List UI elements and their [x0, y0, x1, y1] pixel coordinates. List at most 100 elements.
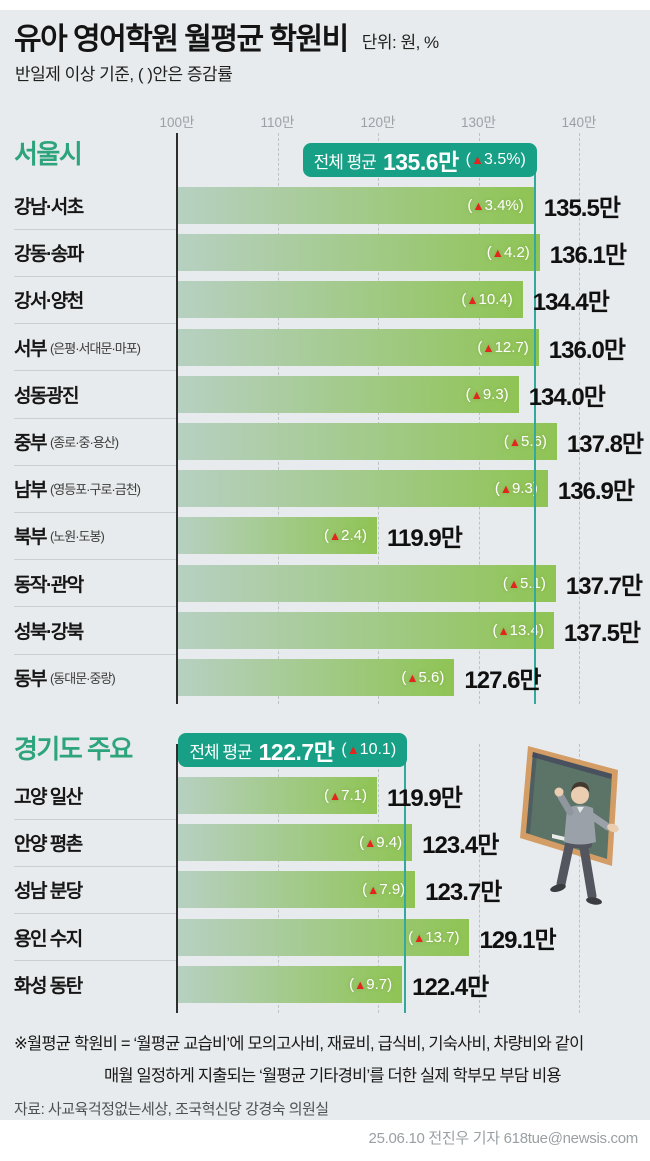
average-badge-value: 135.6만: [382, 149, 459, 175]
row-label: 동부 (동대문·중랑): [14, 659, 116, 696]
average-badge-label: 전체 평균: [189, 742, 252, 762]
bar-pct-label: (▲9.4): [359, 834, 403, 852]
region-name: 성남 분당: [14, 881, 83, 903]
row-label: 고양 일산: [14, 777, 83, 814]
row-separator: [14, 865, 177, 867]
region-name: 남부: [14, 480, 47, 502]
row-label: 서부 (은평·서대문·마포): [14, 329, 141, 366]
bar: (▲10.4): [177, 281, 523, 319]
average-badge-label: 전체 평균: [313, 152, 377, 172]
up-triangle-icon: ▲: [466, 293, 479, 308]
row-separator: [14, 417, 177, 419]
up-triangle-icon: ▲: [482, 340, 495, 355]
bar-pct-label: (▲9.3): [465, 385, 509, 403]
region-name: 강남·서초: [14, 197, 84, 218]
bar-pct-label: (▲5.1): [502, 574, 546, 592]
up-triangle-icon: ▲: [471, 152, 484, 167]
region-sublabel: (동대문·중랑): [49, 671, 116, 686]
bar: (▲4.2): [177, 234, 540, 272]
row-separator: [14, 960, 177, 962]
x-axis-tick-label: 100만: [159, 115, 195, 130]
row-separator: [14, 275, 177, 277]
gridline: [378, 133, 379, 704]
row-separator: [14, 559, 177, 561]
bar-pct-label: (▲7.1): [323, 787, 367, 804]
up-triangle-icon: ▲: [470, 387, 483, 402]
x-axis-tick-label: 110만: [260, 115, 295, 130]
teacher-head: [571, 786, 589, 804]
section-title: 경기도 주요: [14, 734, 133, 764]
bar: (▲13.7): [177, 918, 470, 956]
average-badge: 전체 평균 122.7만 (▲10.1): [178, 733, 408, 767]
average-badge-pct: (▲3.5%): [465, 151, 526, 168]
page-title: 유아 영어학원 월평균 학원비: [14, 23, 349, 56]
row-label: 용인 수지: [14, 919, 83, 956]
up-triangle-icon: ▲: [499, 482, 512, 497]
region-sublabel: (은평·서대문·마포): [49, 340, 141, 356]
row-label: 성북·강북: [14, 612, 84, 649]
bar: (▲5.6): [177, 423, 557, 460]
y-axis-line: [176, 744, 178, 1013]
bar-pct-label: (▲4.2): [486, 244, 530, 262]
average-line: [533, 147, 536, 704]
region-name: 중부: [14, 433, 47, 454]
region-sublabel: (종로·중·용산): [49, 435, 119, 450]
row-separator: [14, 464, 177, 466]
bar-value-label: 123.4만: [422, 832, 499, 860]
bar-value-label: 127.6만: [464, 667, 541, 694]
region-name: 화성 동탄: [14, 975, 83, 997]
gridline: [277, 133, 279, 704]
region-name: 용인 수지: [14, 928, 83, 950]
row-label: 북부 (노원·도봉): [14, 517, 105, 554]
region-name: 서부: [14, 338, 47, 360]
gridline: [579, 133, 580, 704]
bar-value-label: 136.1만: [549, 242, 627, 270]
row-separator: [14, 606, 177, 608]
bar: (▲7.9): [177, 871, 416, 909]
region-sublabel: (영등포·구로·금천): [49, 482, 141, 498]
row-label: 강서·양천: [14, 281, 84, 318]
row-label: 화성 동탄: [14, 966, 83, 1003]
subtitle: 반일제 이상 기준, ( )안은 증감률: [15, 65, 233, 84]
x-axis-tick-label: 130만: [461, 115, 496, 130]
up-triangle-icon: ▲: [354, 977, 367, 992]
bar-pct-label: (▲3.4%): [467, 197, 524, 214]
bar-pct-label: (▲9.3): [494, 480, 538, 498]
region-name: 성동광진: [14, 385, 79, 407]
bar: (▲12.7): [177, 328, 539, 366]
gridline: [478, 744, 480, 1013]
up-triangle-icon: ▲: [491, 246, 504, 261]
x-axis-tick-label: 120만: [360, 115, 396, 130]
bar-value-label: 119.9만: [386, 525, 463, 553]
region-name: 안양 평촌: [14, 834, 83, 856]
bar: (▲5.1): [177, 564, 556, 602]
bar-pct-label: (▲2.4): [323, 527, 367, 545]
y-axis-line: [176, 133, 178, 704]
section-title: 서울시: [14, 139, 83, 169]
bar-value-label: 135.5만: [543, 195, 621, 222]
row-label: 성남 분당: [14, 871, 83, 908]
bar-pct-label: (▲9.7): [349, 975, 393, 993]
row-label: 강남·서초: [14, 187, 84, 224]
up-triangle-icon: ▲: [507, 576, 521, 591]
up-triangle-icon: ▲: [508, 435, 522, 449]
row-label: 중부 (종로·중·용산): [14, 423, 119, 460]
bar-value-label: 136.9만: [557, 478, 635, 506]
row-separator: [14, 370, 177, 372]
x-axis-tick-label: 140만: [561, 115, 597, 130]
region-name: 동작·관악: [14, 574, 84, 596]
bar-value-label: 136.0만: [548, 336, 626, 364]
bar-pct-label: (▲5.6): [503, 433, 547, 450]
bar: (▲9.4): [177, 824, 413, 862]
bar: (▲13.4): [177, 611, 554, 649]
bar-value-label: 134.4만: [532, 289, 610, 317]
region-name: 동부: [14, 669, 47, 690]
region-sublabel: (노원·도봉): [49, 529, 105, 545]
bar: (▲2.4): [177, 517, 377, 555]
bar: (▲9.7): [177, 965, 403, 1003]
row-separator: [14, 653, 177, 655]
bar-pct-label: (▲10.4): [461, 291, 513, 309]
up-triangle-icon: ▲: [406, 671, 419, 685]
average-line: [404, 737, 407, 1013]
bar: (▲9.3): [177, 470, 548, 508]
